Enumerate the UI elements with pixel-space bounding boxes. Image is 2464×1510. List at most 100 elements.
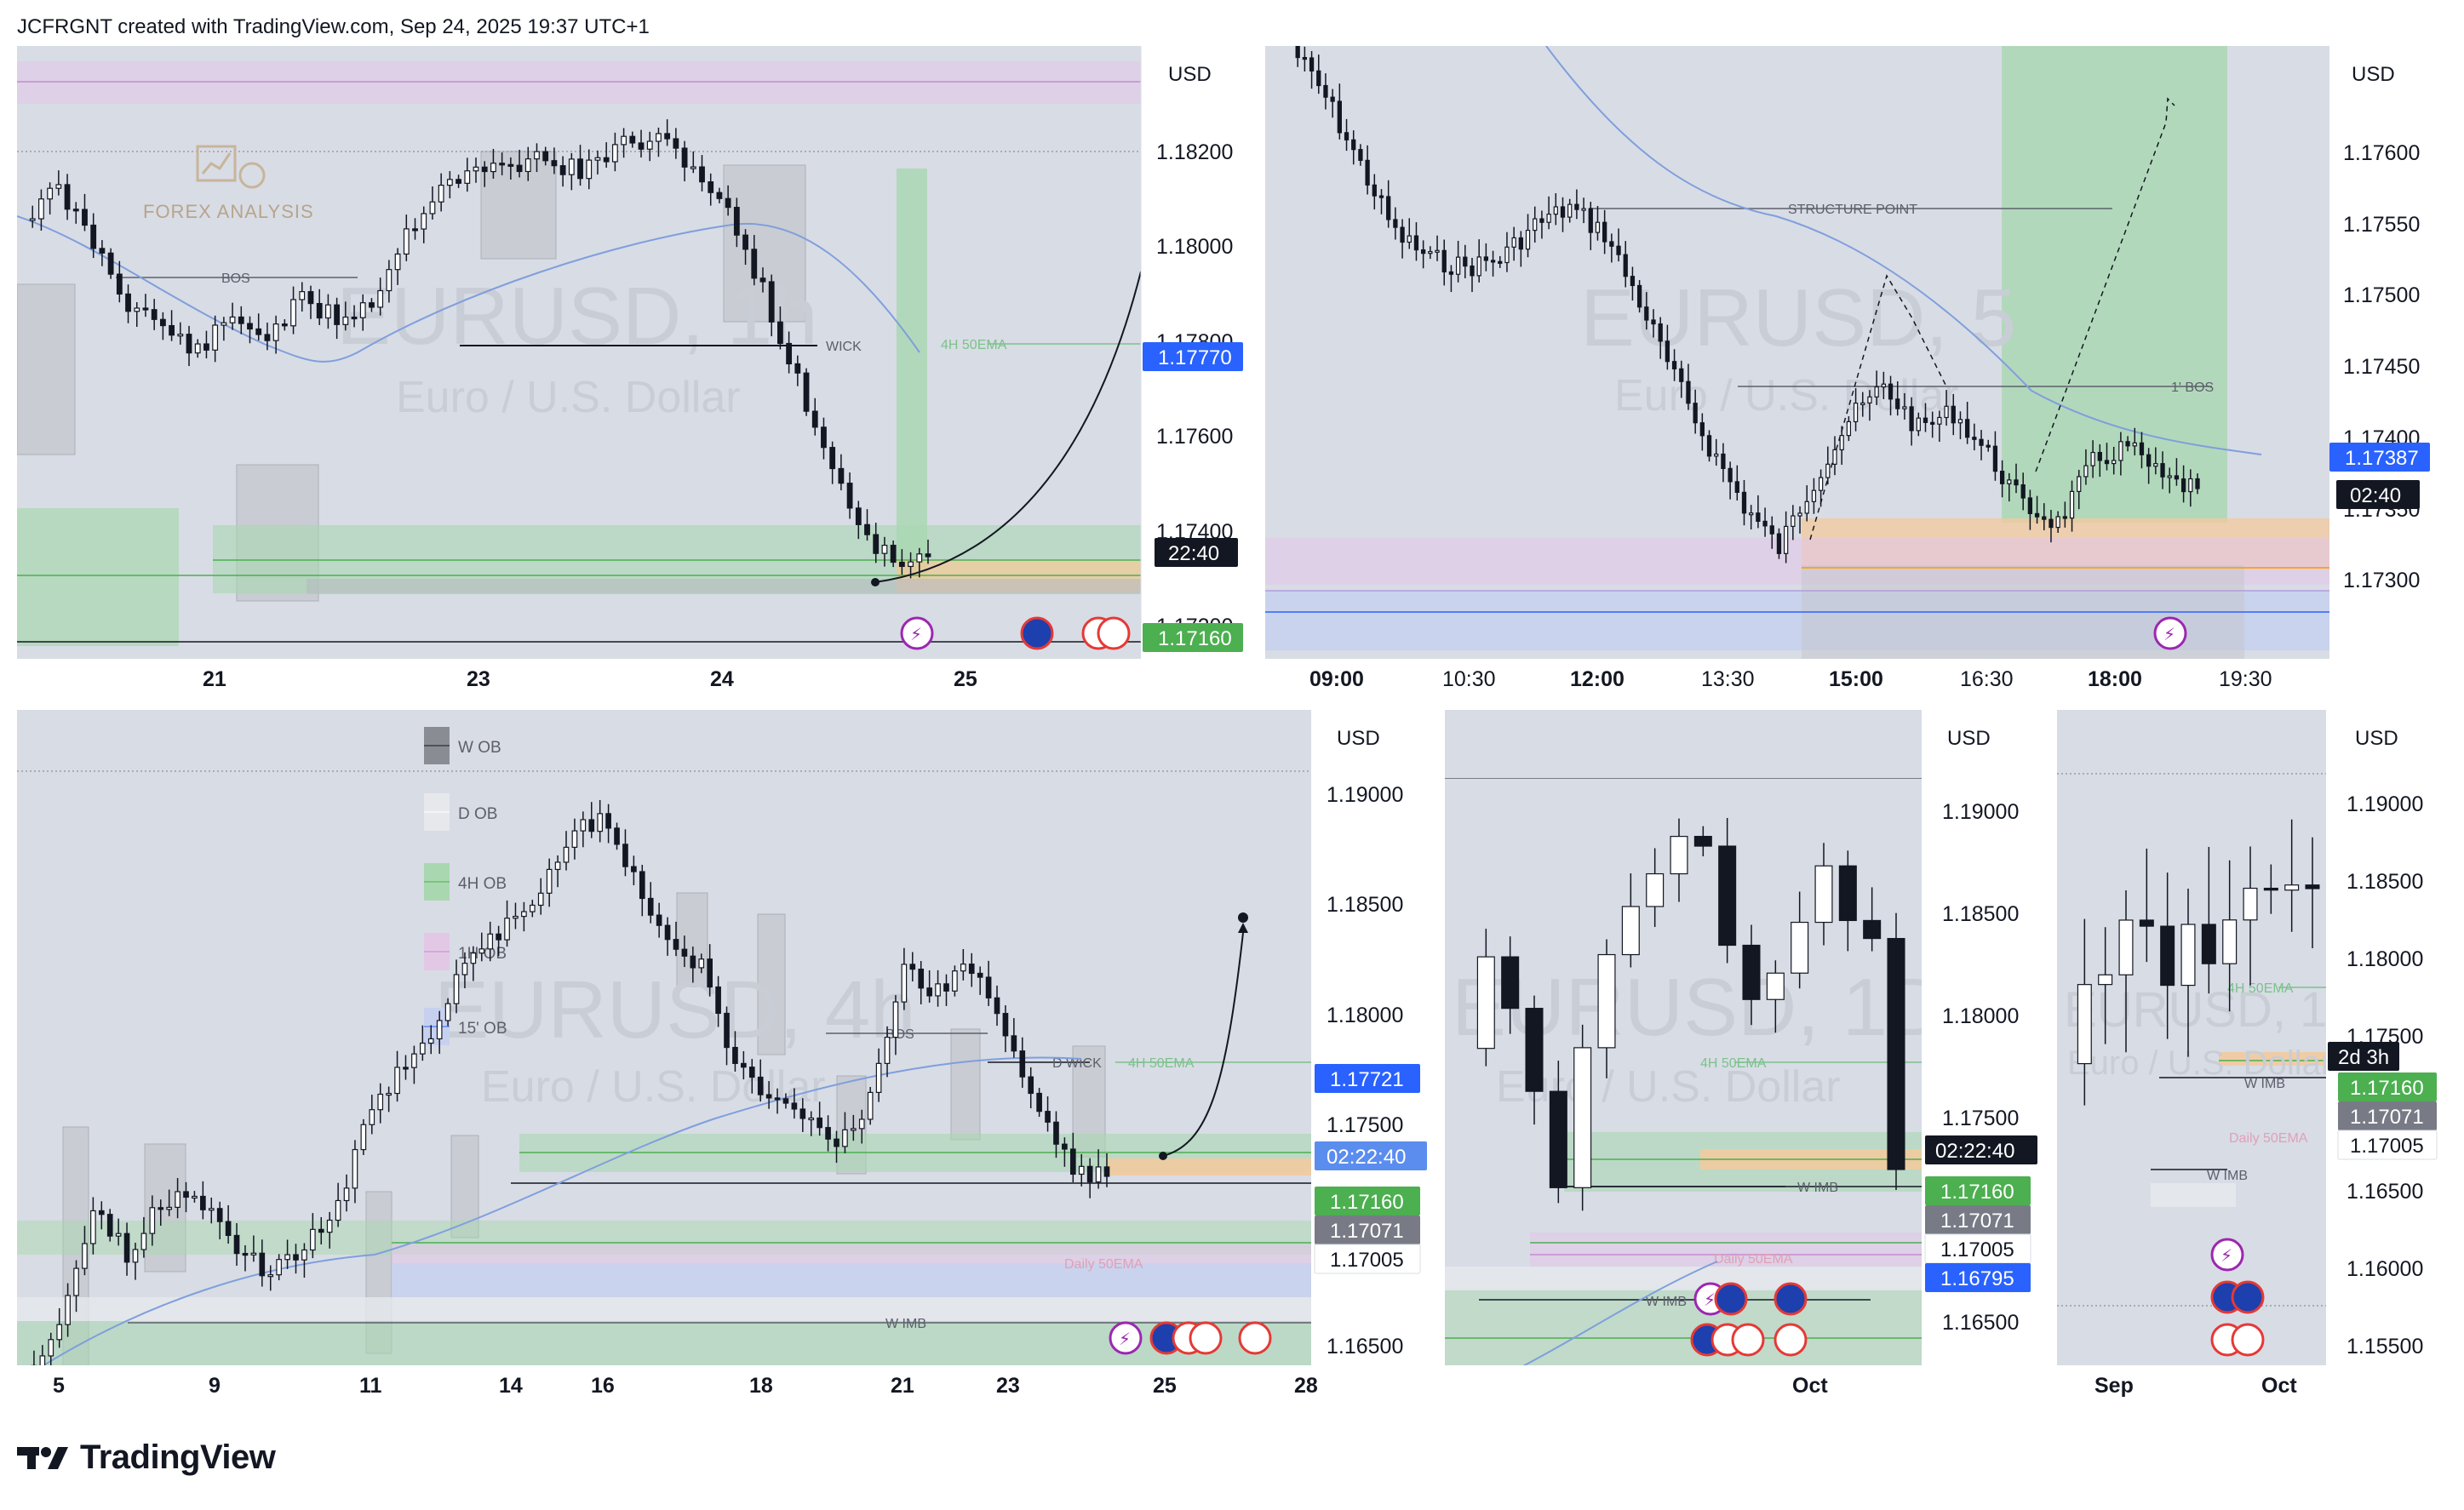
- xtick: 28: [1294, 1374, 1318, 1398]
- candle-body: [1741, 491, 1747, 514]
- candle-body: [1372, 184, 1377, 197]
- xtick: 09:00: [1309, 667, 1364, 691]
- ytick: 1.18000: [2347, 947, 2423, 971]
- candle-body: [343, 1187, 350, 1202]
- price-tag-countdown: 2d 3h: [2338, 1046, 2389, 1069]
- candle-body: [952, 970, 958, 992]
- price-tag-blue: 1.17721: [1330, 1068, 1404, 1091]
- candle-body: [158, 1207, 164, 1210]
- candle-body: [318, 1228, 324, 1233]
- candle-body: [741, 1062, 747, 1068]
- candle-body: [98, 1210, 105, 1215]
- candle-body: [1811, 489, 1817, 502]
- candle-body: [909, 964, 916, 970]
- candle-body: [1944, 405, 1949, 419]
- candle-body: [1756, 512, 1761, 523]
- candle-body: [2125, 441, 2130, 447]
- price-tag-gray: 1.17071: [1330, 1220, 1404, 1243]
- candle-body: [1518, 237, 1523, 250]
- candle-body: [55, 184, 62, 189]
- xtick: 12:00: [1570, 667, 1625, 691]
- chart-panel-1w[interactable]: EURUSD, 1W Euro / U.S. Dollar 4H 50EMA W…: [2057, 710, 2443, 1406]
- candle-body: [2027, 497, 2033, 514]
- us-flag-icon: [1710, 1323, 1808, 1357]
- candle-body: [2284, 884, 2300, 891]
- candle-body: [873, 534, 880, 554]
- candle-body: [1699, 422, 1705, 437]
- candle-body: [1644, 306, 1649, 321]
- candle-body: [1078, 1165, 1085, 1175]
- currency-button[interactable]: USD: [1149, 54, 1230, 95]
- candle-body: [1863, 919, 1882, 940]
- candle-body: [1103, 1166, 1110, 1177]
- svg-text:⚡: ⚡: [2163, 624, 2175, 644]
- ytick: 1.18000: [1327, 1004, 1403, 1027]
- price-tag-gray: 1.17071: [1940, 1210, 2014, 1233]
- candle-body: [351, 316, 358, 320]
- candle-body: [629, 135, 636, 144]
- candle-body: [464, 170, 471, 184]
- candle-body: [1309, 57, 1315, 71]
- anno-4h-ema: 4H 50EMA: [1700, 1056, 1767, 1071]
- candle-body: [551, 160, 558, 167]
- candle-body: [1784, 525, 1789, 554]
- currency-button[interactable]: USD: [2333, 54, 2414, 95]
- candle-body: [194, 343, 201, 354]
- candle-body: [421, 213, 427, 230]
- candle-body: [2062, 516, 2067, 519]
- currency-button[interactable]: USD: [1318, 718, 1399, 759]
- candle-body: [765, 1094, 772, 1099]
- candle-body: [429, 201, 436, 214]
- candle-body: [461, 963, 468, 975]
- white-zone: [2151, 1183, 2236, 1207]
- candle-body: [427, 1038, 434, 1044]
- candle-body: [2188, 478, 2193, 493]
- candle-body: [791, 1102, 798, 1110]
- candle-body: [1728, 467, 1733, 483]
- candle-body: [742, 234, 748, 250]
- candle-body: [1441, 249, 1447, 273]
- candle-body: [639, 871, 645, 900]
- candle-body: [1602, 221, 1607, 243]
- xtick: 5: [53, 1374, 65, 1398]
- xtick: 16: [591, 1374, 615, 1398]
- candle-body: [1853, 403, 1859, 423]
- candle-body: [2083, 465, 2089, 478]
- chart-panel-4h[interactable]: EURUSD, 4h Euro / U.S. Dollar W OB D OB …: [17, 710, 1435, 1406]
- candle-body: [768, 281, 775, 323]
- candle-body: [470, 952, 477, 964]
- currency-button[interactable]: USD: [2336, 718, 2417, 759]
- candle-body: [586, 159, 593, 180]
- candle-body: [1553, 206, 1558, 215]
- candle-body: [1636, 284, 1642, 308]
- candle-body: [614, 827, 620, 845]
- candle-body: [247, 323, 253, 330]
- candle-body: [2118, 919, 2134, 975]
- candle-body: [1463, 256, 1468, 267]
- candle-body: [290, 299, 296, 327]
- candle-body: [656, 133, 662, 142]
- candle-body: [908, 561, 914, 568]
- candle-body: [794, 363, 801, 374]
- logo-text: FOREX ANALYSIS: [143, 201, 314, 222]
- candle-body: [342, 316, 349, 325]
- xtick: 9: [209, 1374, 221, 1398]
- candle-body: [534, 151, 540, 160]
- candle-body: [212, 324, 219, 351]
- candle-body: [2007, 479, 2012, 484]
- candle-body: [490, 163, 496, 173]
- candle-body: [159, 318, 166, 327]
- candle-body: [1511, 237, 1516, 248]
- currency-button[interactable]: USD: [1928, 718, 2009, 759]
- candle-body: [134, 307, 140, 312]
- chart-panel-1h[interactable]: EURUSD, 1h Euro / U.S. Dollar FOREX ANAL…: [17, 46, 1256, 700]
- chart-panel-1d[interactable]: EURUSD, 1D Euro / U.S. Dollar 4H 50EMA W…: [1445, 710, 2048, 1406]
- chart-panel-5m[interactable]: EURUSD, 5 Euro / U.S. Dollar STRUCTURE P…: [1265, 46, 2443, 700]
- anno-w-imb: W IMB: [2244, 1077, 2285, 1091]
- candle-body: [2305, 884, 2320, 889]
- anno-bos: BOS: [221, 272, 250, 286]
- candle-body: [2098, 974, 2113, 986]
- candle-body: [1909, 406, 1914, 432]
- legend-15-ob: 15' OB: [458, 1020, 507, 1038]
- candle-body: [1839, 435, 1844, 451]
